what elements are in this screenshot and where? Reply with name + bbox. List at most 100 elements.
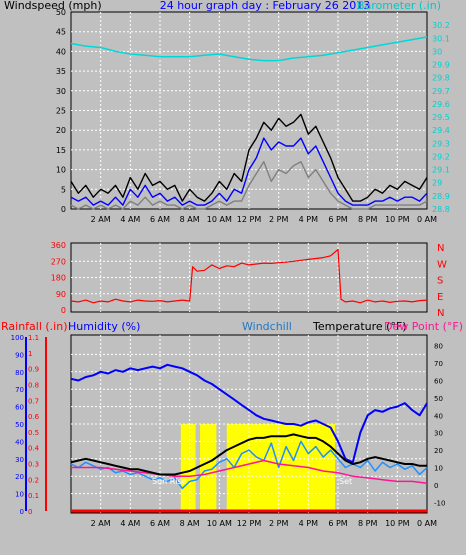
rain-tick-label: 0 <box>28 508 32 516</box>
temperature-tick-label: 10 <box>434 465 443 473</box>
x-tick-label: 0 AM <box>417 519 437 528</box>
y-tick-label-left: 40 <box>56 47 66 56</box>
sunset-annotation: Set <box>339 477 352 486</box>
rain-tick-label: 0.9 <box>28 366 39 374</box>
x-tick-label: 2 AM <box>91 215 111 224</box>
dewpoint-axis-label: Dew Point (°F) <box>384 320 463 333</box>
y-tick-label-right: 30.2 <box>432 21 450 30</box>
y-tick-label-right: 29.5 <box>432 113 450 122</box>
y-tick-label-left: 10 <box>56 166 66 175</box>
rain-tick-label: 0.1 <box>28 492 39 500</box>
x-tick-label: 10 PM <box>385 519 410 528</box>
windchill-label: Windchill <box>242 320 292 333</box>
x-tick-label: 0 AM <box>417 215 437 224</box>
x-tick-label: 4 PM <box>299 215 318 224</box>
rainfall-axis-label: Rainfall (.in) <box>1 320 68 333</box>
humidity-tick-label: 0 <box>20 508 24 516</box>
humidity-tick-label: 20 <box>15 473 24 481</box>
temperature-tick-label: 20 <box>434 447 443 455</box>
temperature-tick-label: 70 <box>434 360 443 368</box>
wind-series <box>70 36 428 210</box>
series-dewpoint <box>71 459 428 484</box>
temperature-tick-label: 30 <box>434 430 443 438</box>
humidity-axis-ticks: 0 10 20 30 40 50 60 70 80 90 100 <box>11 334 27 516</box>
temperature-tick-label: 40 <box>434 412 443 420</box>
sunshine-bar <box>180 424 196 511</box>
rain-tick-label: 0.2 <box>28 476 39 484</box>
barometer-axis-label: Barometer (.in) <box>357 0 441 12</box>
humidity-tick-label: 100 <box>11 334 24 342</box>
y-tick-label-right: 30.1 <box>432 34 450 43</box>
y-tick-label-left: 270 <box>51 257 66 266</box>
x-tick-label: 2 PM <box>269 519 288 528</box>
wind-grid <box>71 12 427 209</box>
x-tick-label: 6 AM <box>150 519 170 528</box>
y-tick-label-left: 45 <box>56 28 66 37</box>
y-tick-label-left: 0 <box>61 306 66 315</box>
chart-title: 24 hour graph day : February 26 2013 <box>160 0 371 12</box>
direction-series <box>70 248 428 304</box>
series-humidity <box>70 363 428 464</box>
x-tick-label: 6 AM <box>150 215 170 224</box>
y-tick-label-left: 50 <box>56 8 66 17</box>
wind-x-axis-ticks: 2 AM 4 AM 6 AM 8 AM 10 AM 12 PM 2 PM 4 PM 6 PM 8 … <box>91 215 437 224</box>
humidity-tick-label: 10 <box>15 491 24 499</box>
y-tick-label-right: 29.2 <box>432 152 450 161</box>
sunrise-annotation: Sun Rise <box>152 477 187 486</box>
compass-tick-label: N <box>437 243 444 254</box>
compass-tick-label: W <box>437 259 447 270</box>
wind-left-axis-ticks: 0 5 10 15 20 25 30 35 40 45 50 <box>56 8 66 214</box>
x-tick-label: 6 PM <box>328 215 347 224</box>
y-tick-label-right: 29.6 <box>432 100 450 109</box>
temperature-x-axis-ticks: 2 AM 4 AM 6 AM 8 AM 10 AM 12 PM 2 PM 4 PM 6 PM 8 … <box>91 519 437 528</box>
x-tick-label: 10 AM <box>207 215 232 224</box>
rain-tick-label: 1.1 <box>28 334 39 342</box>
y-tick-label-right: 29 <box>432 179 442 188</box>
barometer-right-axis-ticks: 28.8 28.9 29 29.1 29.2 29.3 29.4 29.5 29.6 29.7 29… <box>432 21 450 214</box>
humidity-tick-label: 60 <box>15 404 24 412</box>
humidity-tick-label: 30 <box>15 456 24 464</box>
y-tick-label-right: 29.1 <box>432 166 450 175</box>
y-tick-label-left: 35 <box>56 67 66 76</box>
y-tick-label-right: 30 <box>432 47 442 56</box>
rain-tick-label: 0.3 <box>28 461 39 469</box>
x-tick-label: 8 PM <box>358 215 377 224</box>
x-tick-label: 8 PM <box>358 519 377 528</box>
rain-tick-label: 1 <box>28 350 32 358</box>
series-gust <box>70 113 428 202</box>
direction-left-axis-ticks: 0 90 180 270 360 <box>51 241 66 315</box>
humidity-tick-label: 90 <box>15 351 24 359</box>
y-tick-label-left: 5 <box>61 185 66 194</box>
x-tick-label: 4 AM <box>120 215 140 224</box>
temperature-tick-label: 50 <box>434 395 443 403</box>
y-tick-label-right: 29.7 <box>432 87 450 96</box>
series-windchill <box>70 440 428 490</box>
temperature-tick-label: 0 <box>434 482 438 490</box>
humidity-tick-label: 80 <box>15 369 24 377</box>
y-tick-label-left: 90 <box>56 290 66 299</box>
compass-tick-label: N <box>437 308 444 319</box>
rain-tick-label: 0.8 <box>28 381 39 389</box>
x-tick-label: 4 PM <box>299 519 318 528</box>
y-tick-label-left: 360 <box>51 241 66 250</box>
series-temperature <box>70 433 427 476</box>
y-tick-label-right: 29.8 <box>432 74 450 83</box>
y-tick-label-left: 30 <box>56 87 66 96</box>
x-tick-label: 12 PM <box>237 519 262 528</box>
humidity-tick-label: 70 <box>15 386 24 394</box>
y-tick-label-left: 15 <box>56 146 66 155</box>
y-tick-label-right: 28.9 <box>432 192 450 201</box>
temperature-tick-label: 60 <box>434 378 443 386</box>
x-tick-label: 8 AM <box>180 215 200 224</box>
y-tick-label-left: 25 <box>56 107 66 116</box>
temperature-tick-label: 80 <box>434 343 443 351</box>
humidity-tick-label: 40 <box>15 438 24 446</box>
temperature-panel: Rainfall (.in) Humidity (%) Windchill Te… <box>1 320 463 528</box>
y-tick-label-right: 29.4 <box>432 126 450 135</box>
y-tick-label-right: 29.3 <box>432 139 450 148</box>
x-tick-label: 12 PM <box>237 215 262 224</box>
x-tick-label: 10 PM <box>385 215 410 224</box>
